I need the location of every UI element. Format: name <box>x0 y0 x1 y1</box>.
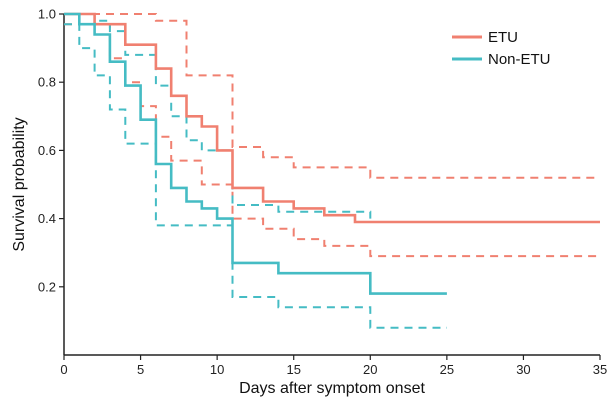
x-tick-label: 0 <box>60 362 67 377</box>
y-tick-label: 1.0 <box>38 7 56 22</box>
etu-survival-line <box>64 12 600 224</box>
x-tick-label: 5 <box>137 362 144 377</box>
x-axis-title: Days after symptom onset <box>239 380 425 397</box>
x-tick-label: 25 <box>440 362 454 377</box>
legend-label-etu: ETU <box>488 29 518 46</box>
x-tick-label: 15 <box>286 362 300 377</box>
y-tick-label: 0.2 <box>38 279 56 294</box>
y-tick-label: 0.4 <box>38 211 56 226</box>
ticks: 0 5 10 15 20 25 30 35 0.2 0.4 0.6 0.8 1.0 <box>38 7 607 378</box>
etu-ci-upper-line <box>64 13 600 179</box>
x-tick-label: 30 <box>516 362 530 377</box>
x-tick-label: 35 <box>593 362 607 377</box>
non-etu-survival-line <box>64 12 447 295</box>
y-tick-label: 0.6 <box>38 143 56 158</box>
axes <box>63 14 600 356</box>
x-tick-label: 10 <box>210 362 224 377</box>
y-tick-label: 0.8 <box>38 75 56 90</box>
legend: ETU Non-ETU <box>452 29 551 68</box>
survival-curves <box>64 12 600 295</box>
x-tick-label: 20 <box>363 362 377 377</box>
y-axis-title: Survival probability <box>11 117 28 251</box>
non-etu-ci-lower-line <box>64 23 447 329</box>
legend-label-non-etu: Non-ETU <box>488 51 551 68</box>
